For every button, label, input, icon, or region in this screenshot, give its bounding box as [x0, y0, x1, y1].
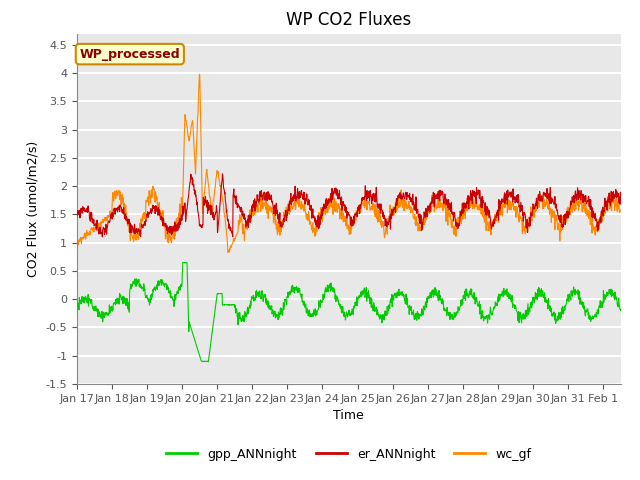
gpp_ANNnight: [73, 306, 81, 312]
gpp_ANNnight: [179, 260, 187, 265]
er_ANNnight: [617, 196, 625, 202]
wc_gf: [224, 250, 232, 255]
wc_gf: [325, 202, 333, 207]
er_ANNnight: [325, 198, 333, 204]
er_ANNnight: [611, 195, 618, 201]
wc_gf: [557, 228, 565, 233]
wc_gf: [158, 219, 166, 225]
er_ANNnight: [158, 215, 166, 220]
X-axis label: Time: Time: [333, 409, 364, 422]
gpp_ANNnight: [325, 283, 333, 288]
Line: gpp_ANNnight: gpp_ANNnight: [77, 263, 621, 361]
gpp_ANNnight: [611, 295, 618, 300]
Line: wc_gf: wc_gf: [77, 74, 621, 252]
wc_gf: [611, 202, 618, 207]
er_ANNnight: [557, 219, 565, 225]
gpp_ANNnight: [557, 314, 565, 320]
er_ANNnight: [477, 194, 485, 200]
wc_gf: [335, 206, 343, 212]
Y-axis label: CO2 Flux (umol/m2/s): CO2 Flux (umol/m2/s): [27, 141, 40, 277]
wc_gf: [196, 72, 204, 77]
er_ANNnight: [335, 196, 343, 202]
Title: WP CO2 Fluxes: WP CO2 Fluxes: [286, 11, 412, 29]
wc_gf: [617, 207, 625, 213]
gpp_ANNnight: [158, 277, 166, 283]
er_ANNnight: [219, 171, 227, 177]
Text: WP_processed: WP_processed: [79, 48, 180, 60]
gpp_ANNnight: [617, 308, 625, 313]
Legend: gpp_ANNnight, er_ANNnight, wc_gf: gpp_ANNnight, er_ANNnight, wc_gf: [161, 443, 536, 466]
wc_gf: [477, 203, 485, 208]
Line: er_ANNnight: er_ANNnight: [77, 174, 621, 237]
gpp_ANNnight: [477, 312, 485, 318]
gpp_ANNnight: [335, 301, 343, 307]
wc_gf: [73, 237, 81, 243]
er_ANNnight: [73, 214, 81, 220]
er_ANNnight: [99, 234, 106, 240]
gpp_ANNnight: [204, 359, 212, 364]
